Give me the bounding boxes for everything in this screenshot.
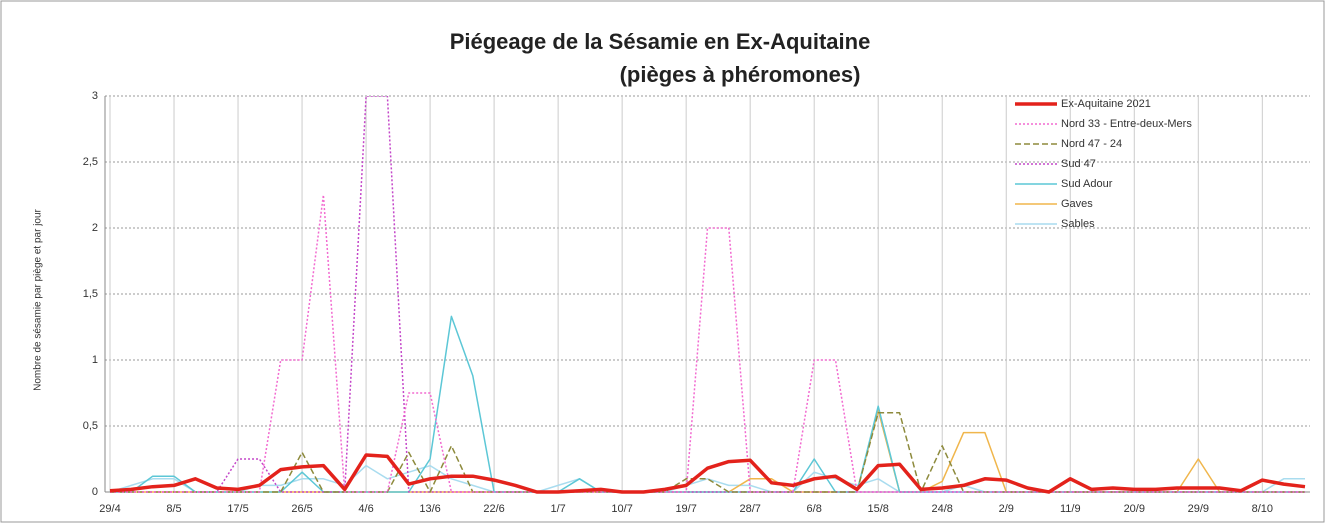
x-tick-label: 19/7 <box>675 503 696 515</box>
y-tick-label: 0 <box>92 486 98 498</box>
x-tick-label: 8/5 <box>166 503 181 515</box>
x-tick-label: 22/6 <box>483 503 504 515</box>
x-tick-label: 29/9 <box>1188 503 1209 515</box>
legend-label: Sables <box>1061 218 1095 230</box>
x-tick-label: 15/8 <box>868 503 889 515</box>
x-tick-label: 8/10 <box>1252 503 1273 515</box>
series-line <box>109 453 1306 494</box>
y-tick-label: 2 <box>92 222 98 234</box>
chart-subtitle: (pièges à phéromones) <box>620 62 861 87</box>
y-tick-label: 3 <box>92 90 98 102</box>
legend-label: Ex-Aquitaine 2021 <box>1061 98 1151 110</box>
y-tick-label: 1 <box>92 354 98 366</box>
x-tick-label: 26/5 <box>291 503 312 515</box>
x-tick-label: 6/8 <box>807 503 822 515</box>
x-tick-label: 10/7 <box>611 503 632 515</box>
y-axis-label: Nombre de sésamie par piège et par jour <box>33 208 44 390</box>
y-tick-label: 2,5 <box>83 156 98 168</box>
legend-label: Gaves <box>1061 198 1093 210</box>
x-tick-label: 13/6 <box>419 503 440 515</box>
legend-label: Nord 33 - Entre-deux-Mers <box>1061 118 1192 130</box>
legend-label: Nord 47 - 24 <box>1061 138 1122 150</box>
y-tick-label: 1,5 <box>83 288 98 300</box>
x-tick-label: 17/5 <box>227 503 248 515</box>
y-tick-label: 0,5 <box>83 420 98 432</box>
x-tick-label: 11/9 <box>1060 503 1081 515</box>
chart-title: Piégeage de la Sésamie en Ex-Aquitaine <box>450 29 871 54</box>
x-tick-label: 20/9 <box>1124 503 1145 515</box>
legend-label: Sud Adour <box>1061 178 1113 190</box>
x-tick-label: 29/4 <box>99 503 120 515</box>
x-tick-label: 28/7 <box>739 503 760 515</box>
legend-label: Sud 47 <box>1061 158 1096 170</box>
plot-area <box>109 96 1306 494</box>
x-tick-label: 2/9 <box>999 503 1014 515</box>
x-tick-label: 1/7 <box>550 503 565 515</box>
series-line <box>110 194 1305 493</box>
x-tick-label: 4/6 <box>358 503 373 515</box>
x-tick-label: 24/8 <box>932 503 953 515</box>
